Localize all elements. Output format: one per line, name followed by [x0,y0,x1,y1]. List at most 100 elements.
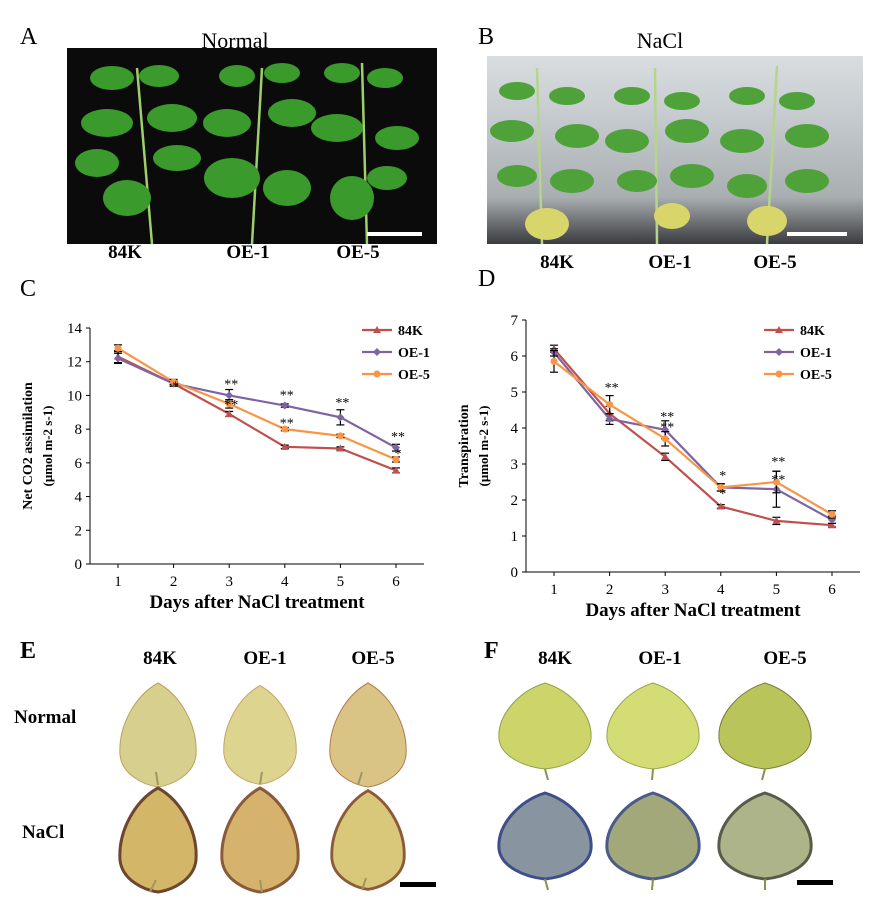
legend-marker [373,348,381,356]
y-tick-label: 2 [511,493,519,509]
leaf-nacl-oe5 [330,789,406,891]
column-label-84k: 84K [538,648,572,669]
y-tick-label: 0 [511,565,519,581]
data-point [717,483,725,491]
leaf-f-nacl-oe1 [605,791,701,891]
chart-transpiration: 0 1 2 3 4 5 6 7 1 2 3 4 5 6 Days after NaCl treatment T… [457,313,860,621]
y-tick-label: 0 [75,557,83,573]
y-tick-label: 14 [67,321,83,337]
leaf-nacl-84k [118,786,198,894]
data-point [828,510,836,518]
x-axis-label: Days after NaCl treatment [149,592,365,613]
data-point [392,443,400,452]
legend-marker [373,370,381,378]
significance-mark: * [395,447,402,462]
legend-label: OE-1 [800,346,832,361]
label-oe5: OE-5 [753,252,797,273]
data-point [225,391,234,400]
x-tick-label: 1 [550,582,558,598]
x-tick-label: 6 [392,574,400,590]
data-point [392,455,400,463]
significance-mark: ** [660,410,674,425]
data-point [550,357,558,365]
leaf-f-nacl-oe5 [717,791,813,890]
y-tick-label: 2 [75,523,83,539]
legend-label: OE-1 [398,346,430,361]
significance-mark: ** [280,416,294,431]
data-point [772,516,781,524]
data-point [336,413,345,422]
series-line-oe-5 [553,360,833,516]
significance-mark: ** [605,381,619,396]
x-tick-label: 2 [170,574,178,590]
column-label-84k: 84K [143,648,177,669]
y-tick-label: 1 [511,529,519,545]
plant-illustration [75,62,422,244]
significance-mark: ** [660,421,674,436]
legend-marker [775,370,783,378]
data-point [225,409,234,417]
x-tick-label: 4 [281,574,289,590]
column-label-oe5: OE-5 [763,648,807,669]
leaf-normal-84k [119,682,197,788]
significance-mark: ** [335,396,349,411]
significance-mark: * [172,379,179,394]
photo-normal-plants [67,48,437,244]
y-axis-label: Transpiration [457,404,472,487]
leaf-f-nacl-84k [497,791,593,891]
series-line-oe-1 [553,351,833,521]
y-axis-unit-label: (μmol m-2 s-1) [40,405,55,486]
photo-nacl-plants [487,56,863,244]
x-tick-label: 2 [606,582,614,598]
data-point [114,354,122,363]
panel-letter-b: B [478,24,495,50]
series-line-oe-1 [117,357,397,449]
data-point [661,435,669,443]
legend-label: 84K [800,324,825,339]
label-84k: 84K [540,252,574,273]
leaf-nacl-oe1 [220,786,300,894]
panel-letter-d: D [478,266,496,292]
column-label-oe1: OE-1 [638,648,682,669]
leaf-f-normal-84k [498,682,592,781]
panel-letter-a: A [20,24,38,50]
leaf-images-e [118,682,436,894]
significance-mark: * [719,487,726,502]
y-axis-unit-label: (μmol m-2 s-1) [476,405,491,486]
significance-mark: ** [280,389,294,404]
data-point [114,344,122,352]
leaf-f-normal-oe1 [606,682,700,781]
data-point [772,478,780,486]
y-tick-label: 5 [511,385,519,401]
data-point [170,378,178,386]
significance-mark: ** [771,473,785,488]
series-line-oe-5 [117,347,397,461]
legend-label: OE-5 [398,368,430,383]
data-point [828,515,836,524]
y-tick-label: 8 [75,422,83,438]
data-point [716,502,725,510]
legend-marker [373,326,381,333]
x-tick-label: 6 [828,582,836,598]
data-point [336,432,344,440]
leaf-normal-oe5 [329,682,407,788]
x-axis-label: Days after NaCl treatment [585,600,801,621]
label-84k: 84K [108,242,142,263]
y-tick-label: 4 [511,421,519,437]
scale-bar [400,882,436,887]
y-tick-label: 12 [67,355,82,371]
data-point [392,466,400,474]
y-tick-label: 6 [75,456,83,472]
x-tick-label: 3 [661,582,669,598]
panel-letter-f: F [484,638,499,664]
data-point [605,415,614,423]
series-line-84k [553,348,833,527]
data-point [606,401,614,409]
significance-mark: ** [771,455,785,470]
label-oe1: OE-1 [648,252,692,273]
panel-letter-c: C [20,276,37,302]
legend-marker [775,326,783,333]
panel-letter-e: E [20,638,37,664]
significance-mark: ** [224,398,238,413]
